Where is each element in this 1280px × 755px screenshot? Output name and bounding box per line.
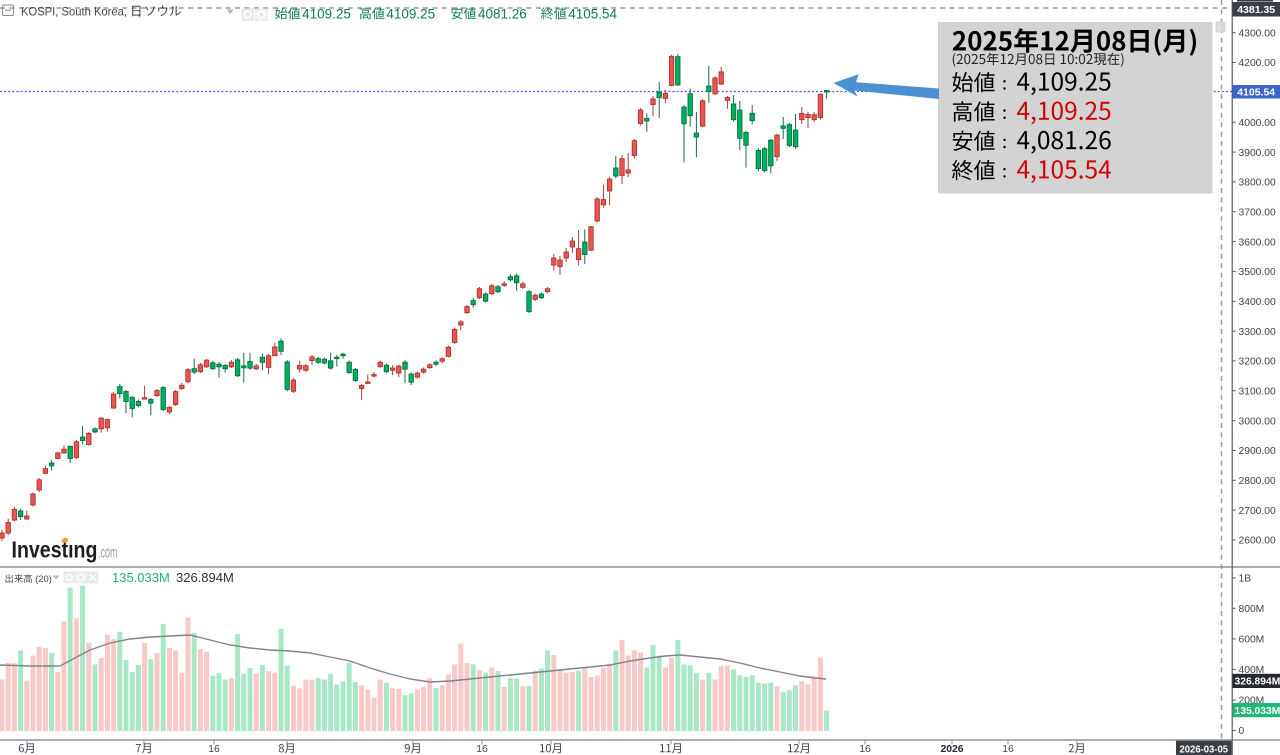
svg-text:3800.00: 3800.00 — [1239, 178, 1276, 189]
svg-text:(20): (20) — [35, 573, 52, 584]
svg-text:4381.35: 4381.35 — [1237, 4, 1275, 16]
svg-text:400M: 400M — [1239, 665, 1265, 676]
svg-text:0: 0 — [1239, 726, 1245, 737]
svg-text:326.894M: 326.894M — [1235, 677, 1280, 688]
svg-text:4109.25: 4109.25 — [386, 6, 435, 21]
svg-text:135.033M: 135.033M — [1235, 706, 1280, 717]
svg-text:4105.54: 4105.54 — [568, 6, 617, 21]
svg-text:1B: 1B — [1239, 574, 1252, 585]
svg-text:.com: .com — [98, 545, 118, 562]
svg-text:2900.00: 2900.00 — [1239, 446, 1276, 457]
svg-text:326.894M: 326.894M — [176, 570, 234, 585]
svg-text:4105.54: 4105.54 — [1237, 87, 1275, 99]
svg-text:2700.00: 2700.00 — [1239, 506, 1276, 517]
svg-text:4200.00: 4200.00 — [1239, 58, 1276, 69]
svg-text:16: 16 — [476, 744, 488, 755]
svg-text:4300.00: 4300.00 — [1239, 28, 1276, 39]
svg-text:3400.00: 3400.00 — [1239, 297, 1276, 308]
svg-text:200M: 200M — [1239, 696, 1265, 707]
svg-text:KOSPI, South Korea,: KOSPI, South Korea, — [21, 5, 127, 19]
svg-text:135.033M: 135.033M — [112, 570, 170, 585]
svg-text:4081.26: 4081.26 — [478, 6, 527, 21]
svg-text:4000.00: 4000.00 — [1239, 118, 1276, 129]
svg-text:2600.00: 2600.00 — [1239, 536, 1276, 547]
svg-text:600M: 600M — [1239, 635, 1265, 646]
svg-text:16: 16 — [859, 744, 871, 755]
svg-text:Investing: Investing — [12, 537, 98, 563]
svg-text:3900.00: 3900.00 — [1239, 148, 1276, 159]
svg-text:2026: 2026 — [940, 744, 963, 755]
svg-text:16: 16 — [1002, 744, 1014, 755]
svg-text:3100.00: 3100.00 — [1239, 387, 1276, 398]
svg-text:2800.00: 2800.00 — [1239, 476, 1276, 487]
svg-text:3000.00: 3000.00 — [1239, 416, 1276, 427]
svg-text:i: i — [1218, 23, 1220, 33]
svg-text:16: 16 — [208, 744, 220, 755]
svg-text:3300.00: 3300.00 — [1239, 327, 1276, 338]
svg-text:800M: 800M — [1239, 604, 1265, 615]
svg-text:3200.00: 3200.00 — [1239, 357, 1276, 368]
svg-text:4109.25: 4109.25 — [302, 6, 351, 21]
svg-text:3500.00: 3500.00 — [1239, 267, 1276, 278]
svg-text:3600.00: 3600.00 — [1239, 237, 1276, 248]
svg-text:,: , — [138, 5, 141, 19]
svg-text:3700.00: 3700.00 — [1239, 207, 1276, 218]
svg-text:2026-03-05: 2026-03-05 — [1180, 743, 1229, 755]
